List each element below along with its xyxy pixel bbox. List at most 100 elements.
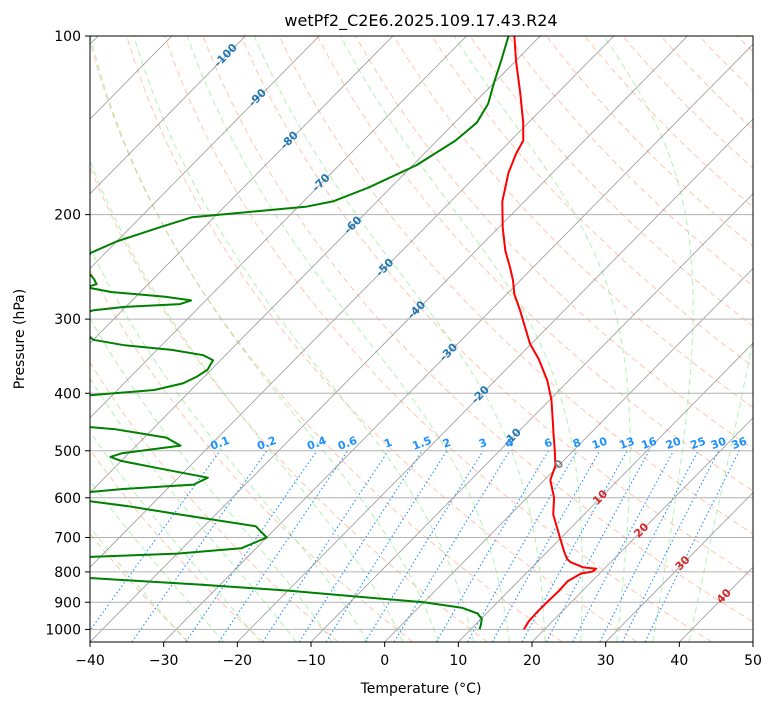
x-tick-label: 30: [597, 653, 615, 669]
isotherm-line: [310, 193, 753, 642]
mixing-ratio-label: 0.1: [209, 434, 232, 453]
isotherm-line: [605, 492, 753, 642]
dry-adiabat: [622, 36, 753, 169]
x-tick-label: 0: [380, 653, 389, 669]
y-tick-label: 500: [54, 444, 81, 460]
x-tick-label: −20: [223, 653, 253, 669]
mixing-ratio-label: 13: [618, 435, 637, 452]
moist-adiabat: [133, 36, 475, 642]
moist-adiabat: [90, 158, 404, 642]
dry-adiabat: [469, 36, 753, 327]
dry-adiabat: [507, 36, 753, 287]
plot-frame: [89, 35, 754, 643]
axes: −40 −30 −20 −10 0 10 20 30 40 50 100 200 300 400 500 60…: [45, 29, 762, 669]
x-tick-label: 10: [449, 653, 467, 669]
series-layer: [90, 36, 598, 630]
isotherm-label: -100: [211, 41, 240, 70]
isotherm-line: [90, 36, 541, 494]
isotherm-label: -70: [310, 171, 333, 195]
mixing-ratio-label: 16: [640, 434, 659, 452]
dry-adiabat: [164, 36, 712, 642]
mixing-ratio-line: [185, 450, 318, 642]
mixing-ratio-label: 20: [664, 434, 683, 452]
moist-adiabat: [90, 317, 333, 642]
mixing-ratio-line: [364, 450, 484, 642]
mixing-ratio-label: 36: [730, 434, 749, 452]
moist-adiabat: [453, 36, 631, 642]
dry-adiabat: [584, 36, 753, 208]
y-axis-label: Pressure (hPa): [12, 289, 28, 389]
isotherm-line: [90, 36, 688, 642]
moist-adiabat: [90, 430, 261, 642]
moist-adiabat: [90, 36, 439, 642]
isotherm-line: [458, 342, 753, 642]
y-tick-label: 300: [54, 312, 81, 328]
dry-adiabat: [355, 36, 753, 450]
mixing-ratio-line: [599, 450, 699, 642]
isotherm-label: -40: [405, 298, 428, 322]
y-tick-label: 1000: [45, 622, 81, 638]
x-tick-label: −40: [75, 653, 105, 669]
mixing-ratio-label: 2: [441, 436, 453, 451]
dry-adiabat: [698, 36, 753, 92]
y-tick-label: 800: [54, 565, 81, 581]
x-tick-label: 40: [670, 653, 688, 669]
dry-adiabat: [278, 36, 753, 535]
dry-adiabat: [90, 448, 264, 642]
mixing-ratio-label: 10: [590, 434, 609, 452]
dewpoint-profile: [90, 36, 510, 630]
mixing-ratio-line: [545, 450, 650, 642]
isotherm-line: [90, 36, 246, 195]
isotherm-line: [679, 566, 753, 642]
isotherm-label: -50: [373, 256, 396, 280]
mixing-ratio-label: 0.4: [305, 434, 328, 453]
isotherm-line: [163, 43, 753, 642]
dry-adiabat: [546, 36, 753, 247]
x-tick-label: 50: [744, 653, 762, 669]
mixing-ratio-label: 30: [709, 434, 728, 452]
isotherm-label: 30: [673, 553, 693, 573]
dry-adiabat: [240, 36, 753, 579]
mixing-ratio-label: 25: [689, 435, 708, 452]
y-tick-label: 400: [54, 386, 81, 402]
mixing-ratio-line: [262, 450, 389, 642]
isotherm-label: 40: [714, 586, 734, 606]
x-tick-label: 20: [523, 653, 541, 669]
dry-adiabat: [317, 36, 753, 492]
isotherm-label: 10: [590, 487, 610, 507]
mixing-ratio-line: [572, 450, 674, 642]
moist-adiabat: [603, 36, 694, 642]
isotherm-line: [752, 641, 753, 642]
dry-adiabat: [126, 36, 638, 642]
dry-adiabat: [660, 36, 753, 130]
moist-adiabat: [90, 246, 369, 642]
mixing-ratio-line: [90, 450, 221, 632]
y-tick-label: 100: [54, 29, 81, 45]
mixing-ratio-line: [491, 450, 601, 642]
dry-adiabat: [202, 36, 753, 623]
chart-title: wetPf2_C2E6.2025.109.17.43.R24: [284, 11, 557, 31]
dry-adiabat: [90, 165, 488, 642]
mixing-ratio-line: [644, 450, 740, 642]
x-axis-label: Temperature (°C): [360, 681, 482, 697]
mixing-ratio-line: [621, 450, 720, 642]
mixing-ratio-line: [393, 450, 511, 642]
y-tick-label: 200: [54, 208, 81, 224]
isotherm-label: -20: [469, 383, 492, 407]
isotherm-line: [90, 36, 320, 270]
x-tick-label: −10: [296, 653, 326, 669]
x-tick-label: −30: [149, 653, 179, 669]
moist-adiabat: [186, 36, 510, 642]
y-tick-label: 700: [54, 531, 81, 547]
dry-adiabat: [393, 36, 753, 409]
moist-adiabat: [688, 336, 753, 642]
moist-adiabat: [90, 480, 225, 642]
inline-labels: -100-90-80-70-60-50-40-30-20-10010203040…: [209, 41, 749, 606]
isotherm-line: [384, 267, 753, 642]
y-tick-label: 600: [54, 491, 81, 507]
moist-adiabat: [339, 36, 583, 642]
mixing-ratio-line: [298, 450, 423, 642]
mixing-ratio-label: 1.5: [411, 434, 434, 453]
background-lines: [90, 36, 753, 642]
